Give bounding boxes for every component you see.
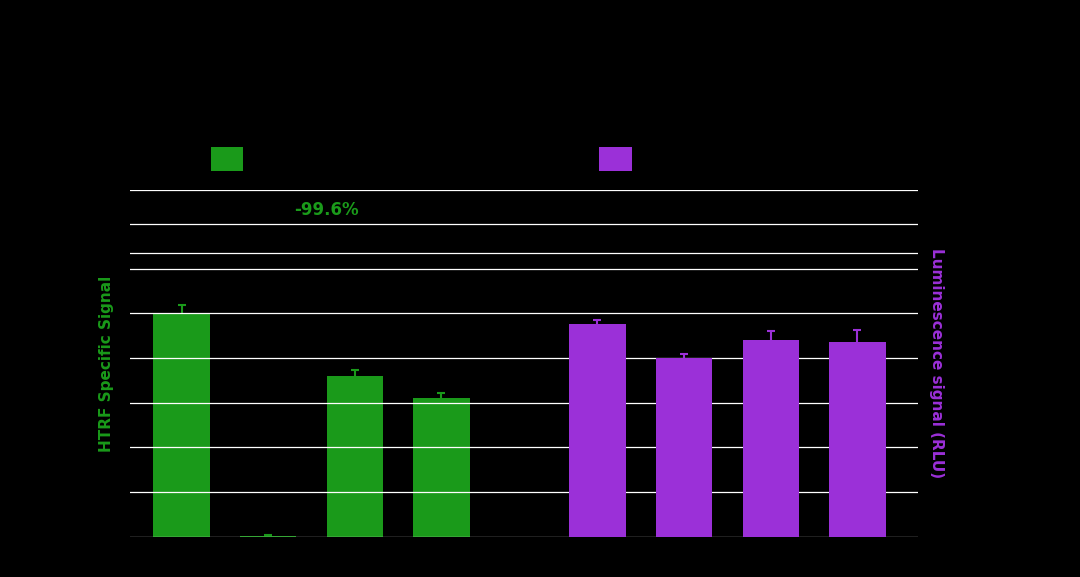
Bar bbox=[153, 313, 210, 537]
Bar bbox=[569, 324, 625, 537]
Bar bbox=[743, 340, 799, 537]
Bar bbox=[240, 535, 296, 537]
Bar bbox=[829, 342, 886, 537]
Y-axis label: Luminescence signal (RLU): Luminescence signal (RLU) bbox=[929, 249, 944, 478]
Y-axis label: HTRF Specific Signal: HTRF Specific Signal bbox=[98, 275, 113, 452]
Text: -99.6%: -99.6% bbox=[294, 201, 359, 219]
Bar bbox=[326, 376, 383, 537]
Bar bbox=[656, 358, 712, 537]
Bar bbox=[414, 398, 470, 537]
